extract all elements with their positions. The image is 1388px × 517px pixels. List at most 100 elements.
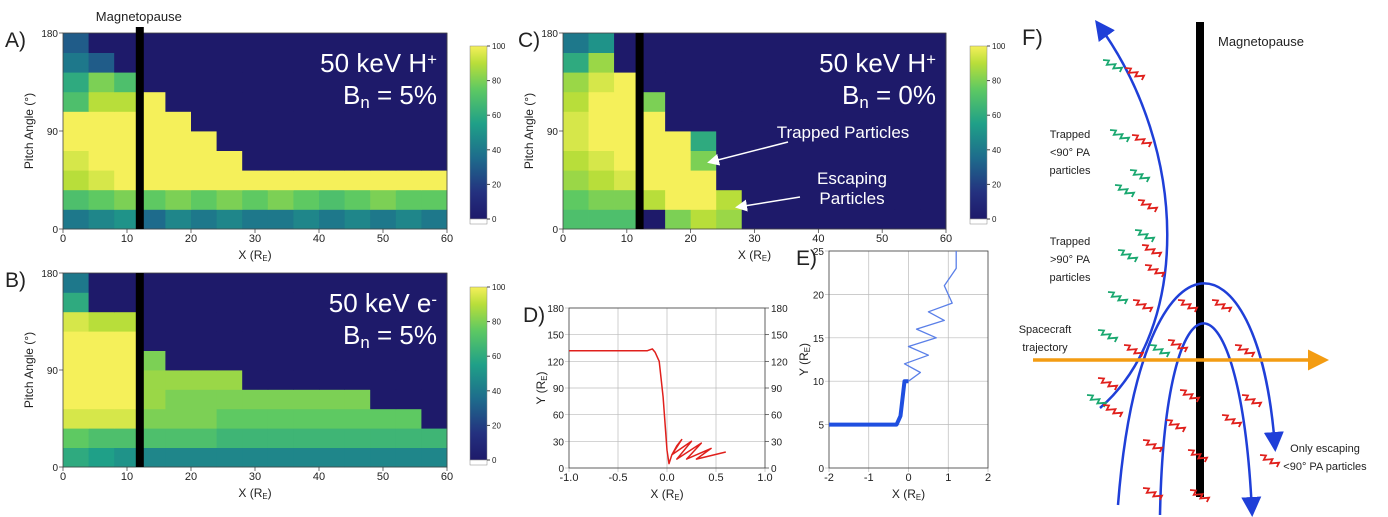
heatmap-cell <box>370 428 397 448</box>
heatmap-cell <box>88 111 115 132</box>
heatmap-cell <box>114 292 141 313</box>
heatmap-cell <box>614 91 640 112</box>
heatmap-cell <box>139 273 166 293</box>
heatmap-cell <box>843 170 870 191</box>
y-tick-label: 20 <box>813 290 825 301</box>
heatmap-cell <box>588 52 615 73</box>
y2-tick-label: 30 <box>771 437 783 448</box>
heatmap-cell <box>370 111 397 132</box>
y-axis-label-part: Pitch Angle (°) <box>22 332 36 408</box>
heatmap-cell <box>665 150 692 171</box>
x-axis-label-part: X (R <box>238 486 262 500</box>
panel-subtitle-part: B <box>842 80 859 110</box>
heatmap-cell <box>639 189 666 210</box>
heatmap-cell <box>894 170 921 191</box>
panel-subtitle-part: = 0% <box>869 80 936 110</box>
particle-squiggle <box>1259 454 1281 468</box>
y2-tick-label: 90 <box>771 384 783 395</box>
y-tick-label: 90 <box>547 127 559 138</box>
heatmap-cell <box>242 331 269 351</box>
y-tick-label: 90 <box>553 384 565 395</box>
heatmap-cell <box>165 370 192 390</box>
heatmap-cell <box>344 150 371 171</box>
heatmap-cell <box>88 52 115 73</box>
heatmap-cell <box>421 331 448 351</box>
heatmap-cell <box>370 447 397 468</box>
colorbar-under <box>469 459 488 466</box>
heatmap-cell <box>319 52 345 73</box>
heatmap-cell <box>191 91 217 112</box>
particle-squiggle <box>1124 67 1146 81</box>
magnetopause-bar <box>135 273 144 467</box>
heatmap-cell <box>920 131 947 151</box>
heatmap-cell <box>216 331 243 351</box>
heatmap-cell <box>370 389 397 410</box>
y-axis-label-part: ) <box>534 372 548 376</box>
heatmap-cell <box>319 170 345 191</box>
particle-squiggle <box>1141 244 1163 258</box>
particle-squiggle <box>1234 344 1256 358</box>
heatmap-cell <box>139 389 166 410</box>
heatmap-cell <box>165 447 192 468</box>
heatmap-cell <box>242 389 269 410</box>
heatmap-cell <box>114 350 141 371</box>
x-tick-label: 0 <box>60 233 66 245</box>
heatmap-cell <box>818 150 845 171</box>
heatmap-cell <box>843 91 870 112</box>
panel-subtitle-part: B <box>343 80 360 110</box>
heatmap-cell <box>588 111 615 132</box>
heatmap-cell <box>88 209 115 230</box>
heatmap-cell <box>139 447 166 468</box>
heatmap-cell <box>114 447 141 468</box>
heatmap-cell <box>421 72 448 93</box>
x-axis-label-part: X (R <box>738 248 762 262</box>
particle-squiggle <box>1211 299 1233 313</box>
heatmap-cell <box>869 131 896 151</box>
heatmap-cell <box>395 350 422 371</box>
field-line <box>1158 322 1262 517</box>
heatmap-cell <box>767 52 794 73</box>
x-tick-label: 20 <box>685 233 697 245</box>
heatmap-cell <box>344 72 371 93</box>
y-tick-label: 25 <box>813 247 825 258</box>
heatmap-cell <box>690 91 717 112</box>
heatmap-cell <box>293 131 320 151</box>
colorbar-tick-label: 60 <box>492 111 501 120</box>
colorbar-tick-label: 40 <box>992 146 1001 155</box>
panel-label: B) <box>5 269 26 292</box>
heatmap-cell <box>421 311 448 332</box>
heatmap-cell <box>165 311 192 332</box>
heatmap-cell <box>639 131 666 151</box>
heatmap-cell <box>139 370 166 390</box>
heatmap-cell <box>716 72 743 93</box>
heatmap-cell <box>88 131 115 151</box>
heatmap-cell <box>741 111 768 132</box>
heatmap-cell <box>614 111 640 132</box>
panel-subtitle: Bn = 5% <box>343 320 437 352</box>
y-tick-label: 90 <box>47 366 59 377</box>
heatmap-cell <box>894 209 921 230</box>
heatmap-cell <box>920 33 947 53</box>
heatmap-cell <box>869 150 896 171</box>
panel-title: 50 keV H+ <box>320 48 437 78</box>
heatmap-cell <box>216 370 243 390</box>
annotation: Particles <box>819 189 884 208</box>
annotation: Magnetopause <box>96 9 182 24</box>
heatmap-cell <box>267 33 294 53</box>
x-tick-label: 30 <box>249 471 261 483</box>
particle-squiggle <box>1097 377 1119 391</box>
heatmap-cell <box>139 131 166 151</box>
heatmap-cell <box>242 370 269 390</box>
heatmap-cell <box>614 52 640 73</box>
heatmap-cell <box>894 111 921 132</box>
colorbar-tick-label: 60 <box>492 352 501 361</box>
heatmap-cell <box>894 150 921 171</box>
x-tick-label: 10 <box>121 233 133 245</box>
heatmap-cell <box>114 72 141 93</box>
heatmap-cell <box>639 33 666 53</box>
heatmap-cell <box>88 311 115 332</box>
x-axis-label-part: E <box>916 493 921 502</box>
heatmap-cell <box>344 209 371 230</box>
x-tick-label: 0 <box>60 471 66 483</box>
colorbar-tick-label: 0 <box>992 215 997 224</box>
